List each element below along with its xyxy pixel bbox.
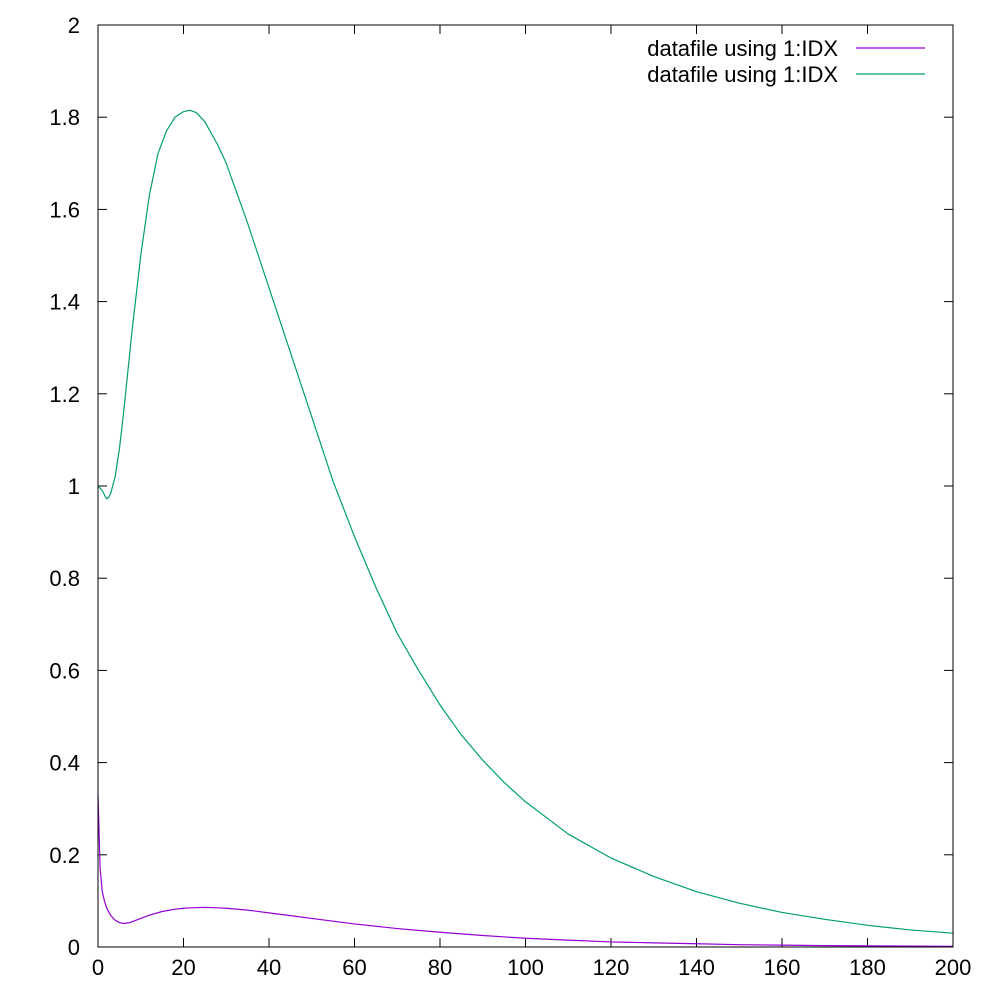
x-tick-label: 0 — [92, 955, 104, 980]
x-tick-label: 200 — [935, 955, 972, 980]
y-tick-label: 1.6 — [49, 197, 80, 222]
legend-label-2: datafile using 1:IDX — [647, 62, 838, 87]
x-tick-label: 20 — [171, 955, 195, 980]
x-tick-label: 80 — [428, 955, 452, 980]
x-tick-label: 60 — [342, 955, 366, 980]
y-axis-ticks: 0 0.2 0.4 0.6 0.8 1 1.2 1.4 1.6 1.8 2 — [49, 13, 953, 960]
y-tick-label: 2 — [68, 13, 80, 38]
series-line-2 — [97, 109, 954, 934]
x-tick-label: 180 — [849, 955, 886, 980]
legend-label-1: datafile using 1:IDX — [647, 36, 838, 61]
x-tick-label: 140 — [678, 955, 715, 980]
series-line-1 — [97, 794, 954, 947]
y-tick-label: 1.4 — [49, 290, 80, 315]
x-tick-label: 100 — [507, 955, 544, 980]
y-tick-label: 0.8 — [49, 566, 80, 591]
x-tick-label: 40 — [257, 955, 281, 980]
x-axis-ticks: 0 20 40 60 80 100 120 140 160 180 200 — [92, 25, 971, 980]
y-tick-label: 0.4 — [49, 751, 80, 776]
x-tick-label: 120 — [593, 955, 630, 980]
y-tick-label: 1 — [68, 474, 80, 499]
y-tick-label: 1.2 — [49, 382, 80, 407]
y-tick-label: 0 — [68, 935, 80, 960]
x-tick-label: 160 — [764, 955, 801, 980]
y-tick-label: 0.2 — [49, 843, 80, 868]
series-layer — [97, 109, 954, 947]
y-tick-label: 0.6 — [49, 658, 80, 683]
y-tick-label: 1.8 — [49, 105, 80, 130]
plot-frame — [97, 24, 954, 948]
